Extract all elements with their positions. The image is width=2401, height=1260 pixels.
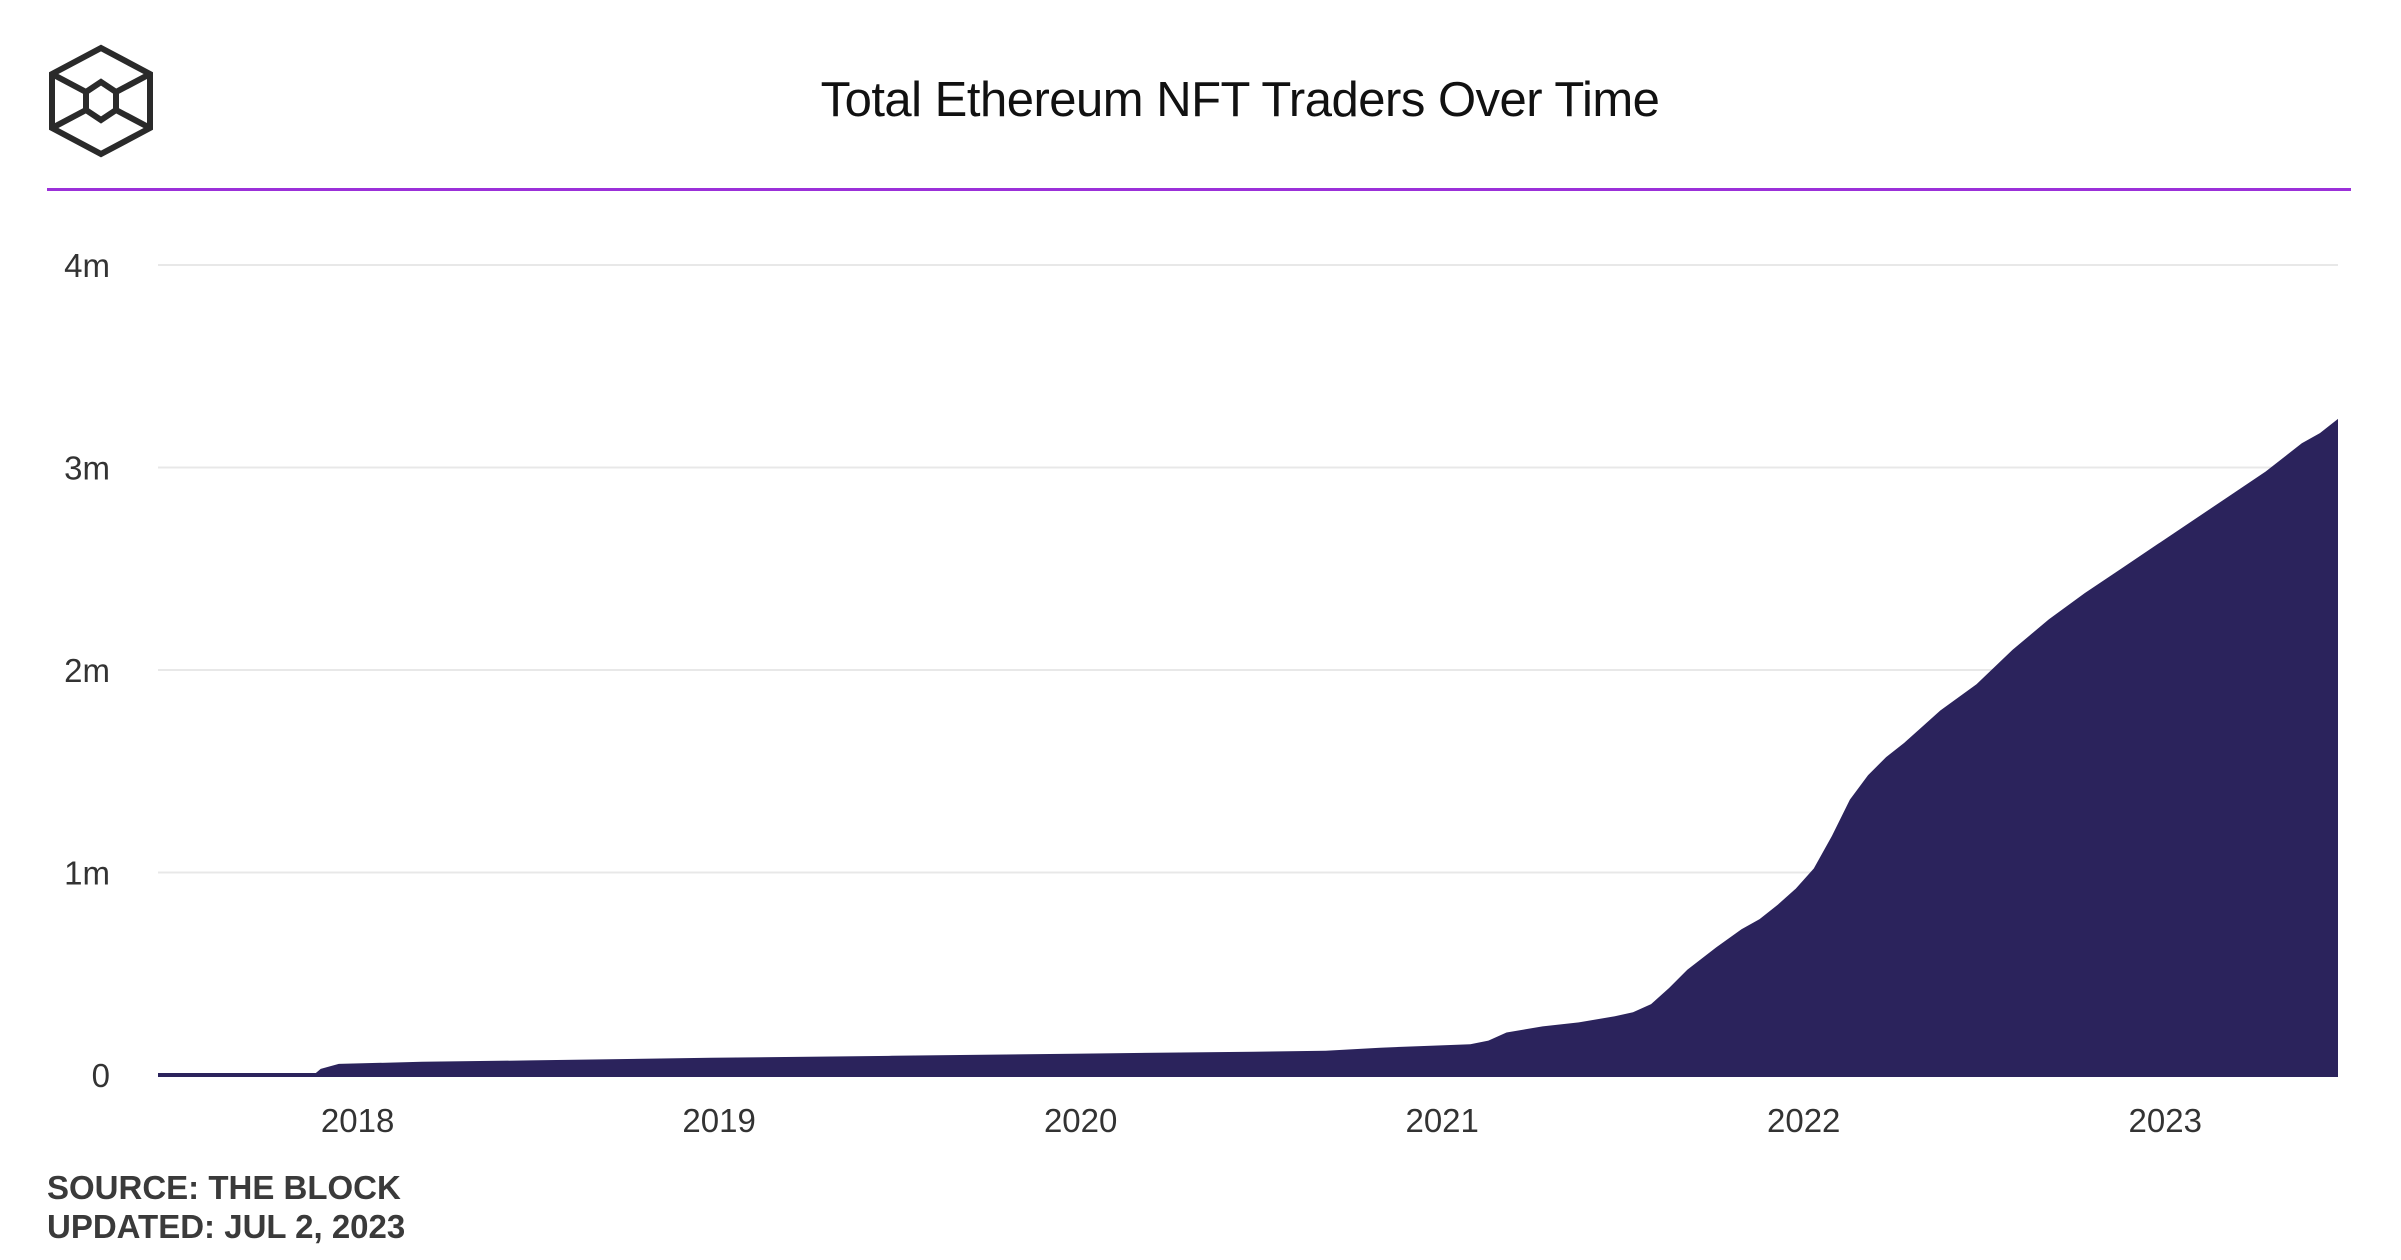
chart-title: Total Ethereum NFT Traders Over Time (820, 73, 1660, 127)
y-tick-label: 2m (64, 652, 110, 689)
x-tick-label: 2021 (1405, 1102, 1478, 1139)
y-tick-label: 3m (64, 450, 110, 487)
x-tick-label: 2023 (2129, 1102, 2202, 1139)
header-accent-rule (47, 188, 2351, 191)
x-tick-label: 2020 (1044, 1102, 1117, 1139)
updated-label: UPDATED: JUL 2, 2023 (47, 1208, 406, 1245)
x-axis-tick-labels: 2018 2019 2020 2021 2022 2023 (321, 1102, 2202, 1139)
chart-footer: SOURCE: THE BLOCK UPDATED: JUL 2, 2023 (47, 1168, 405, 1246)
y-tick-label: 0 (92, 1057, 110, 1094)
source-label: SOURCE: THE BLOCK (47, 1169, 401, 1206)
y-tick-label: 4m (64, 247, 110, 284)
y-axis-tick-labels: 0 1m 2m 3m 4m (64, 247, 110, 1094)
y-tick-label: 1m (64, 855, 110, 892)
chart-header: Total Ethereum NFT Traders Over Time (0, 0, 2401, 191)
x-tick-label: 2022 (1767, 1102, 1840, 1139)
the-block-cube-logo-icon (49, 44, 153, 158)
x-tick-label: 2018 (321, 1102, 394, 1139)
series-area (158, 418, 2338, 1075)
x-tick-label: 2019 (682, 1102, 755, 1139)
